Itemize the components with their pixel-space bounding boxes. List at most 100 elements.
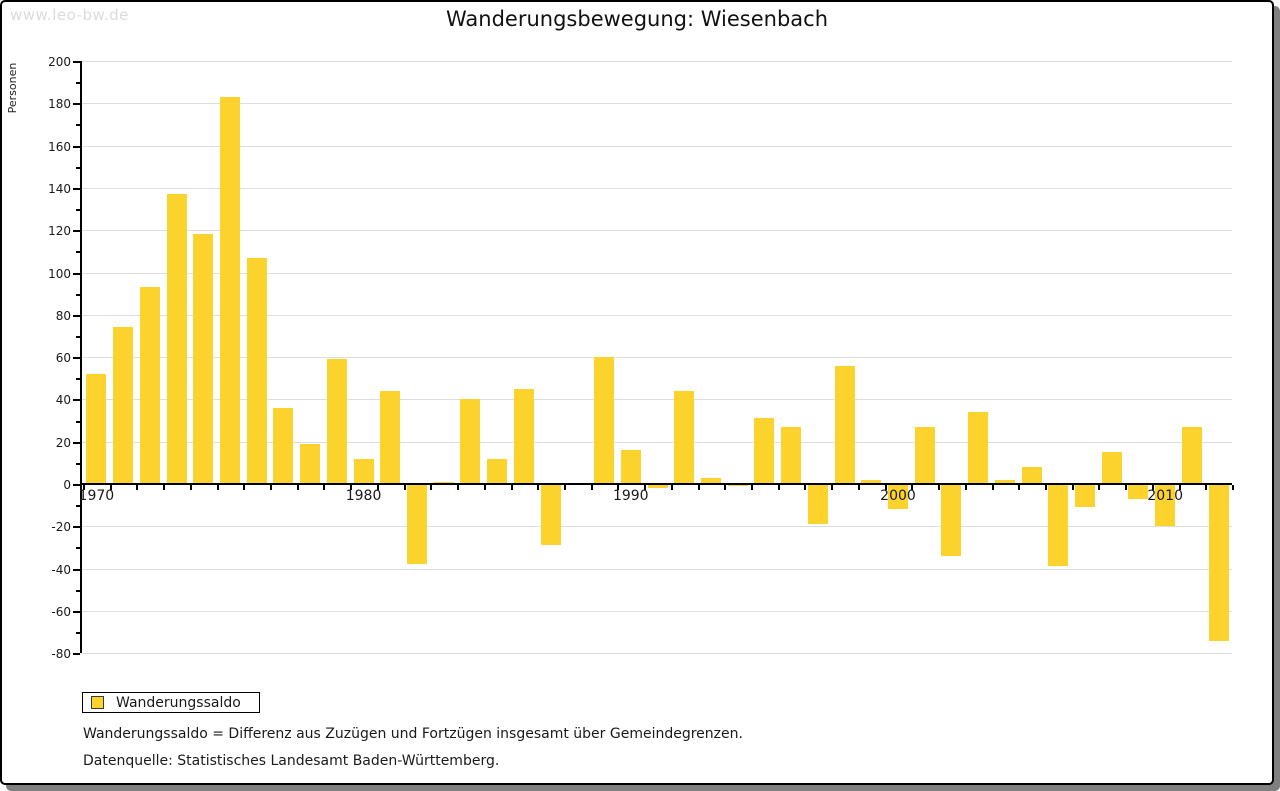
y-tick-label-180: 180 bbox=[48, 97, 71, 112]
plot-area: 200 180 160 140 120 100 80 60 40 20 0 -20 -40 -60 -80 1… bbox=[2, 2, 1272, 783]
x-tick-41 bbox=[1179, 485, 1181, 490]
bar-1984 bbox=[460, 399, 480, 484]
y-tick-90 bbox=[76, 293, 80, 296]
y-tick-80 bbox=[73, 314, 80, 317]
x-tick-label-1970: 1970 bbox=[78, 488, 115, 504]
y-tick-150 bbox=[76, 166, 80, 169]
x-tick-label-1990: 1990 bbox=[612, 488, 649, 504]
x-tick-22 bbox=[671, 485, 673, 490]
gridline-40 bbox=[82, 399, 1232, 401]
x-tick-2 bbox=[136, 485, 138, 490]
x-tick-label-2000: 2000 bbox=[880, 488, 916, 504]
bar-1992 bbox=[674, 391, 694, 484]
x-tick-40 bbox=[1152, 485, 1154, 490]
bar-1999 bbox=[861, 480, 881, 484]
x-tick-10 bbox=[350, 485, 352, 490]
bar-1985 bbox=[487, 459, 507, 484]
x-tick-36 bbox=[1045, 485, 1047, 490]
x-tick-34 bbox=[992, 485, 994, 490]
x-tick-39 bbox=[1125, 485, 1127, 490]
bar-1991 bbox=[648, 484, 668, 488]
bar-1998 bbox=[835, 366, 855, 484]
bar-2009 bbox=[1128, 484, 1148, 499]
y-axis-line bbox=[80, 61, 82, 654]
bar-1979 bbox=[327, 359, 347, 484]
x-tick-0 bbox=[83, 485, 85, 490]
gridline-100 bbox=[82, 272, 1232, 274]
bar-2004 bbox=[995, 480, 1015, 484]
x-tick-38 bbox=[1098, 485, 1100, 490]
y-tick--80 bbox=[73, 653, 80, 656]
bar-1995 bbox=[754, 418, 774, 484]
y-tick-label-140: 140 bbox=[48, 181, 71, 196]
y-tick--60 bbox=[73, 610, 80, 613]
bar-2010 bbox=[1155, 484, 1175, 526]
y-tick-label-120: 120 bbox=[48, 224, 71, 239]
y-tick-160 bbox=[73, 145, 80, 148]
bar-1994 bbox=[728, 484, 748, 486]
y-tick-0 bbox=[73, 484, 80, 486]
bar-1987 bbox=[541, 484, 561, 545]
bar-1975 bbox=[220, 97, 240, 484]
y-tick-50 bbox=[76, 378, 80, 381]
y-tick-10 bbox=[76, 462, 80, 465]
x-tick-37 bbox=[1072, 485, 1074, 490]
y-tick-label-40: 40 bbox=[55, 393, 71, 408]
x-tick-29 bbox=[858, 485, 860, 490]
x-tick-12 bbox=[404, 485, 406, 490]
bar-1986 bbox=[514, 389, 534, 484]
x-tick-5 bbox=[217, 485, 219, 490]
bar-2012 bbox=[1209, 484, 1229, 641]
y-tick-label--40: -40 bbox=[51, 562, 71, 577]
bar-1982 bbox=[407, 484, 427, 564]
gridline-20 bbox=[82, 441, 1232, 443]
x-tick-43 bbox=[1232, 485, 1234, 490]
gridline-160 bbox=[82, 145, 1232, 147]
bar-1972 bbox=[140, 287, 160, 484]
x-tick-30 bbox=[885, 485, 887, 490]
x-tick-32 bbox=[938, 485, 940, 490]
y-tick--30 bbox=[76, 547, 80, 550]
x-tick-18 bbox=[564, 485, 566, 490]
y-tick--20 bbox=[73, 526, 80, 529]
x-tick-14 bbox=[457, 485, 459, 490]
x-tick-31 bbox=[911, 485, 913, 490]
bar-1990 bbox=[621, 450, 641, 484]
x-tick-26 bbox=[778, 485, 780, 490]
bar-1973 bbox=[167, 194, 187, 484]
y-tick-30 bbox=[76, 420, 80, 423]
legend-swatch-icon bbox=[91, 696, 104, 709]
footnote-source: Datenquelle: Statistisches Landesamt Bad… bbox=[83, 753, 500, 769]
bar-1977 bbox=[273, 408, 293, 484]
x-tick-20 bbox=[617, 485, 619, 490]
y-tick--70 bbox=[76, 632, 80, 635]
x-tick-4 bbox=[190, 485, 192, 490]
x-tick-16 bbox=[511, 485, 513, 490]
y-tick-100 bbox=[73, 272, 80, 275]
y-tick-20 bbox=[73, 441, 80, 444]
x-tick-19 bbox=[591, 485, 593, 490]
gridline-140 bbox=[82, 187, 1232, 189]
x-tick-label-2010: 2010 bbox=[1147, 488, 1183, 504]
y-tick-label--20: -20 bbox=[51, 520, 71, 535]
x-tick-25 bbox=[751, 485, 753, 490]
x-tick-8 bbox=[297, 485, 299, 490]
y-tick-40 bbox=[73, 399, 80, 402]
y-tick-130 bbox=[76, 209, 80, 212]
y-tick-label-20: 20 bbox=[55, 435, 71, 450]
bar-1978 bbox=[300, 444, 320, 484]
gridline--20 bbox=[82, 526, 1232, 528]
y-tick-label-100: 100 bbox=[48, 266, 71, 281]
y-tick-200 bbox=[73, 61, 80, 63]
bar-2005 bbox=[1022, 467, 1042, 484]
gridline--40 bbox=[82, 568, 1232, 570]
x-tick-13 bbox=[430, 485, 432, 490]
gridline-180 bbox=[82, 103, 1232, 105]
x-tick-27 bbox=[804, 485, 806, 490]
y-tick-label-80: 80 bbox=[55, 308, 71, 323]
y-tick-label-0: 0 bbox=[63, 478, 71, 492]
bar-2002 bbox=[941, 484, 961, 556]
bar-1981 bbox=[380, 391, 400, 484]
x-axis-line bbox=[80, 483, 1232, 485]
footnote-definition: Wanderungssaldo = Differenz aus Zuzügen … bbox=[83, 726, 743, 742]
